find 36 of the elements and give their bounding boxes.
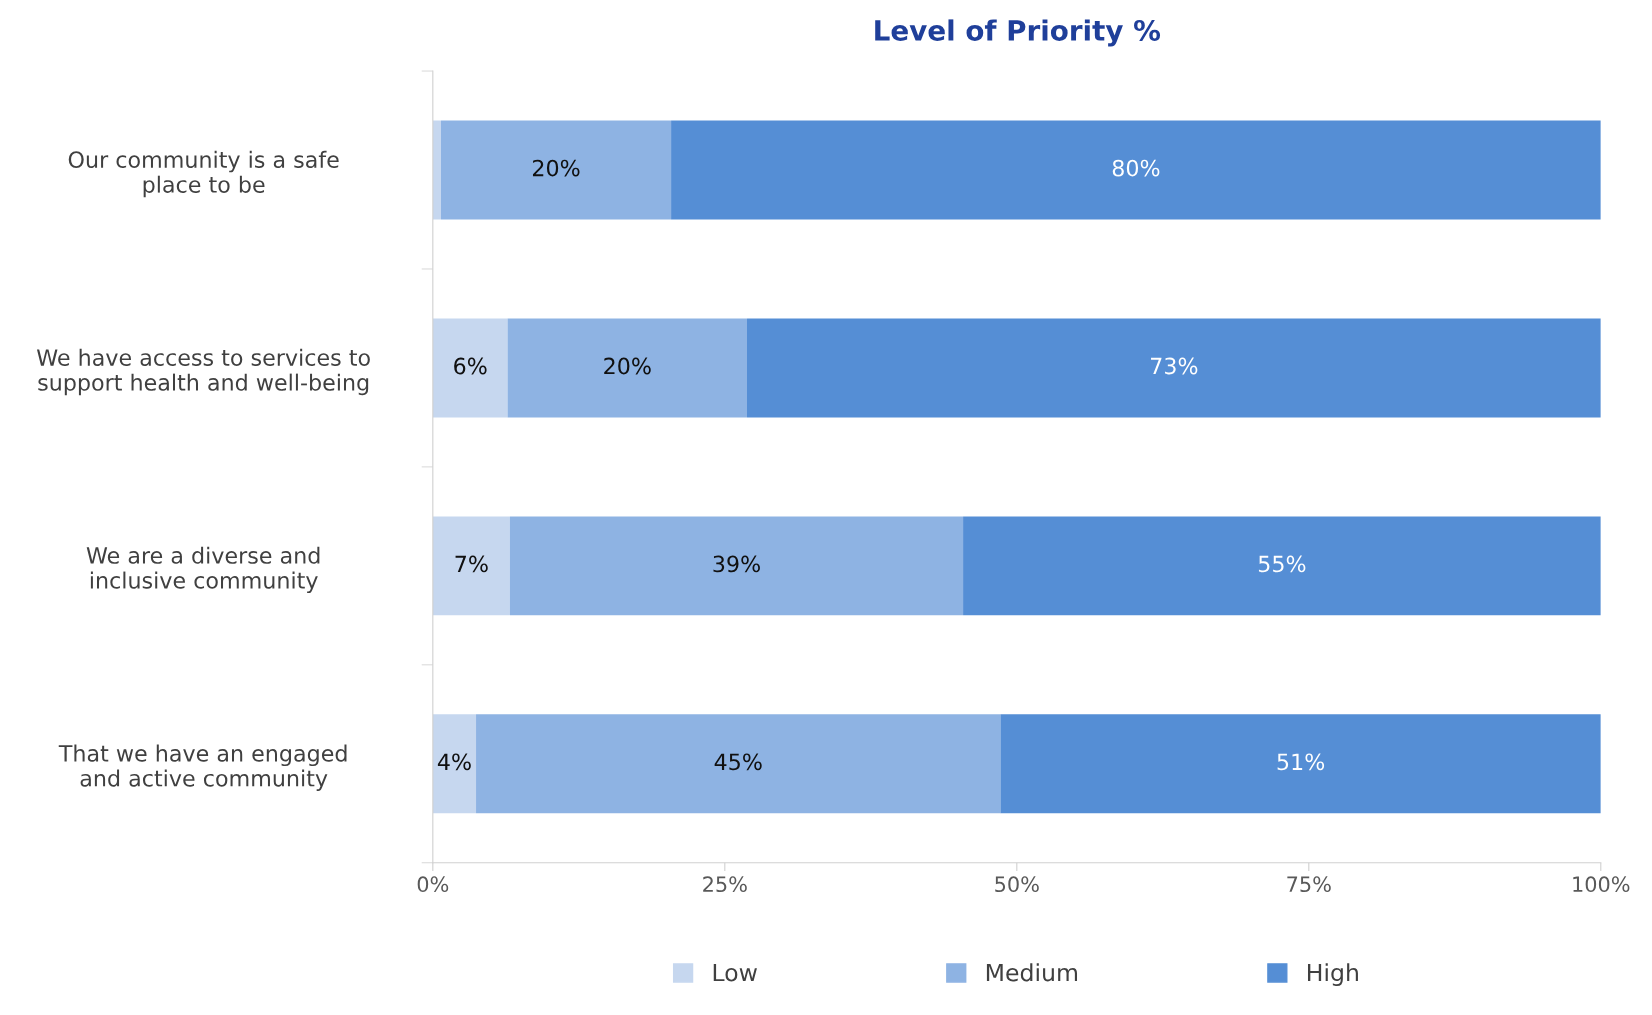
data-label: 7%: [455, 555, 488, 573]
data-label: 45%: [714, 753, 762, 771]
bar: [432, 516, 510, 616]
bar: [441, 120, 672, 220]
data-label: 4%: [437, 753, 471, 771]
data-label: 6%: [454, 357, 487, 375]
y-tick-label: We have access to services to support health and well-being: [36, 348, 370, 396]
bar: [509, 516, 964, 616]
legend-label: Low: [713, 963, 757, 982]
y-tick-label: That we have an engaged and active community: [58, 744, 347, 791]
bar: [963, 516, 1601, 616]
x-tick-label: 0%: [417, 876, 449, 893]
bar: [432, 318, 508, 418]
bar: [432, 714, 477, 814]
x-tick-label: 50%: [995, 876, 1039, 893]
data-label: 55%: [1258, 555, 1306, 573]
data-label: 80%: [1112, 159, 1160, 177]
data-label: 39%: [713, 555, 760, 573]
bar: [671, 120, 1601, 220]
bar: [1000, 714, 1601, 814]
chart-title: Level of Priority %: [875, 19, 1161, 47]
data-label: 73%: [1151, 357, 1198, 375]
y-tick-label: We are a diverse and inclusive community: [86, 546, 320, 594]
bar: [476, 714, 1001, 814]
y-tick-label: Our community is a safe place to be: [68, 150, 339, 198]
x-tick-label: 25%: [703, 876, 747, 893]
x-tick-label: 100%: [1573, 876, 1630, 893]
x-tick-label: 75%: [1287, 876, 1331, 893]
bar: [432, 120, 441, 220]
data-label: 20%: [604, 357, 651, 375]
legend-label: Medium: [986, 963, 1078, 982]
data-label: 20%: [532, 159, 580, 177]
data-label: 51%: [1277, 753, 1325, 771]
bar: [507, 318, 748, 418]
bar: [747, 318, 1601, 418]
legend-label: High: [1308, 963, 1358, 987]
